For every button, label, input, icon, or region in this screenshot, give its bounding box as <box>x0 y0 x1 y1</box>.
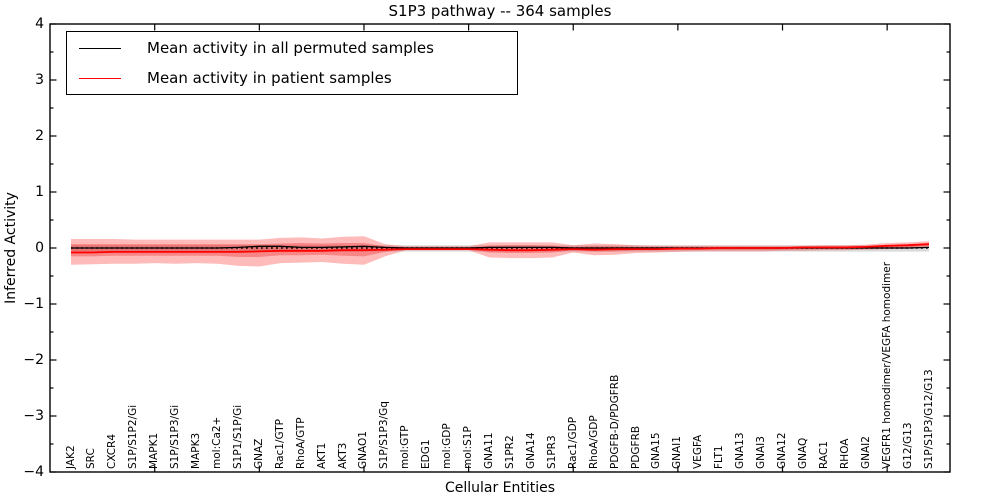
axis-ticks <box>50 23 950 473</box>
legend-entry-permuted: Mean activity in all permuted samples <box>67 34 517 62</box>
entity-label: S1P/S1P3/G12/G13 <box>922 369 935 469</box>
legend-entry-label: Mean activity in all permuted samples <box>147 39 434 57</box>
black-line-sample-icon <box>79 47 121 49</box>
entity-label: S1P1/S1P/Gi <box>231 404 244 469</box>
patient-samples-std-band <box>71 236 929 267</box>
entity-label: SRC <box>85 448 98 469</box>
y-tick-label: −1 <box>23 296 44 312</box>
entity-label: AKT1 <box>315 442 328 469</box>
y-tick-label: 4 <box>35 16 44 32</box>
entity-label: RhoA/GTP <box>294 417 307 469</box>
entity-label: S1P/S1P3/Gq <box>378 401 391 469</box>
entity-label: GNAI3 <box>755 436 768 469</box>
legend: Mean activity in all permuted samples Me… <box>66 31 518 95</box>
entity-label: S1PR2 <box>503 435 516 469</box>
patient-mean-line <box>71 243 930 254</box>
entity-label: MAPK1 <box>148 432 161 469</box>
entity-label: FLT1 <box>713 445 726 469</box>
entity-label: EDG1 <box>420 439 433 469</box>
y-tick-label: −4 <box>23 464 44 480</box>
legend-entry-patient: Mean activity in patient samples <box>67 64 517 92</box>
entity-label: RhoA/GDP <box>587 415 600 469</box>
entity-label: S1P/S1P3/Gi <box>169 404 182 469</box>
y-tick-label: 1 <box>35 184 44 200</box>
entity-label: GNAQ <box>796 437 809 469</box>
y-tick-label: 3 <box>35 72 44 88</box>
entity-label: RHOA <box>838 438 851 469</box>
entity-label: PDGFRB <box>629 425 642 469</box>
x-axis-label: Cellular Entities <box>444 480 556 496</box>
entity-label: GNAZ <box>252 438 265 469</box>
entity-label: mol:GTP <box>399 425 412 469</box>
entity-label: GNA11 <box>483 432 496 469</box>
y-tick-label: 0 <box>35 240 44 256</box>
entity-label: G12/G13 <box>901 422 914 469</box>
red-line-sample-icon <box>79 77 121 79</box>
entity-label: CXCR4 <box>106 433 119 469</box>
entity-label: GNAI2 <box>859 436 872 469</box>
entity-label: GNA14 <box>524 432 537 469</box>
entity-label: VEGFR1 homodimer/VEGFA homodimer <box>880 261 893 469</box>
y-tick-label: 2 <box>35 128 44 144</box>
entity-label: GNA13 <box>734 432 747 469</box>
entity-label: mol:Ca2+ <box>210 416 223 469</box>
entity-label: Rac1/GDP <box>566 416 579 469</box>
y-tick-label: −2 <box>23 352 44 368</box>
y-tick-label: −3 <box>23 408 44 424</box>
chart-title: S1P3 pathway -- 364 samples <box>388 2 612 20</box>
entity-label: JAK2 <box>64 445 77 469</box>
entity-label: GNAI1 <box>671 436 684 469</box>
entity-label: MAPK3 <box>190 432 203 469</box>
entity-label: AKT3 <box>336 442 349 469</box>
entity-label: PDGFB-D/PDGFRB <box>608 374 621 469</box>
entity-label: mol:S1P <box>462 426 475 469</box>
entity-label: RAC1 <box>817 441 830 469</box>
entity-label: GNA12 <box>776 432 788 469</box>
entity-label: S1PR3 <box>545 435 558 469</box>
entity-label: Rac1/GTP <box>273 419 286 469</box>
entity-label: GNA15 <box>650 432 663 469</box>
entity-label: S1P/S1P2/Gi <box>127 404 140 469</box>
entity-label: VEGFA <box>692 434 705 469</box>
legend-entry-label: Mean activity in patient samples <box>147 69 392 87</box>
entity-label: mol:GDP <box>441 423 454 469</box>
entity-label: GNAO1 <box>357 431 370 469</box>
